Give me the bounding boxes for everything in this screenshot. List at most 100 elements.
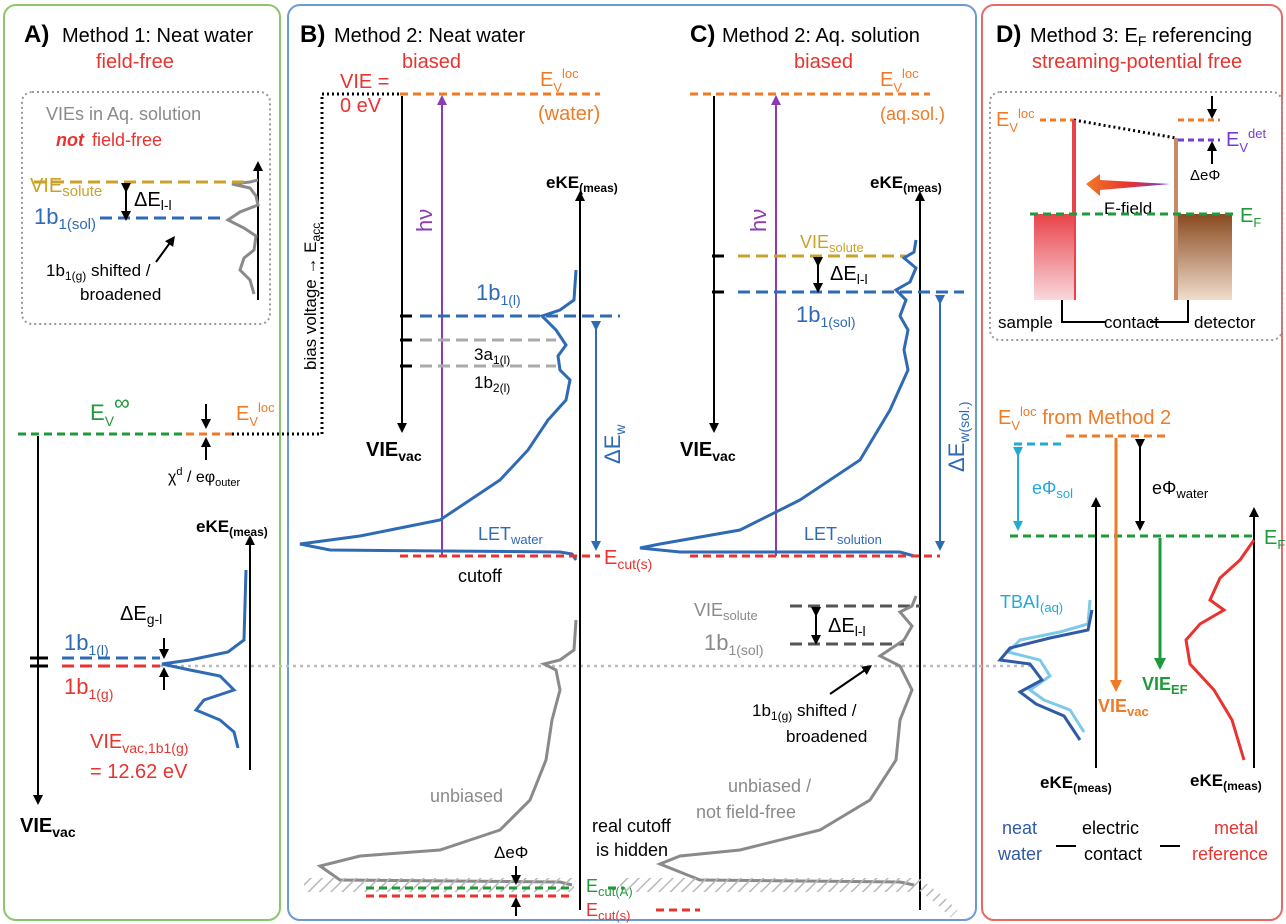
cutoff-b: cutoff [458, 566, 503, 586]
unbiased-c1: unbiased / [728, 776, 811, 796]
electric-label-2: contact [1084, 844, 1142, 864]
real-cutoff: real cutoff [592, 816, 672, 836]
dew-b: ΔEw [600, 424, 628, 464]
hv-b: hν [412, 209, 437, 232]
metal-spectrum [1184, 539, 1256, 761]
eke-d2: eKE(meas) [1190, 771, 1262, 793]
ev-inf-label: EV∞ [90, 390, 130, 429]
panel-a: A) Method 1: Neat water field-free VIEs … [18, 21, 1030, 840]
inset-broadened: broadened [80, 285, 161, 304]
1b1g-a: 1b1(g) [64, 674, 113, 702]
vie-val-eq: = 12.62 eV [90, 761, 188, 783]
eke-b: eKE(meas) [546, 173, 618, 195]
unbiased-b: unbiased [430, 786, 503, 806]
panel-a-subtitle: field-free [96, 51, 174, 73]
inset-1b1g-shifted: 1b1(g) shifted / [46, 261, 151, 283]
de-gl: ΔEg-l [120, 603, 162, 627]
ev-aqsol: (aq.sol.) [880, 104, 945, 124]
ecut-s2: Ecut(s) [586, 900, 631, 923]
detector-label: detector [1194, 313, 1256, 332]
chi-label: χd / eφouter [168, 466, 241, 489]
neat-label-1: neat [1002, 818, 1037, 838]
de-ll-c2: ΔEl-l [828, 615, 866, 639]
panel-c-title: Method 2: Aq. solution [722, 25, 920, 47]
contact-label: contact [1104, 313, 1159, 332]
ev-water: (water) [538, 103, 600, 125]
ev-loc-c: EVloc [880, 66, 919, 95]
panel-b-subtitle: biased [402, 51, 461, 73]
panel-c-letter: C) [690, 21, 715, 48]
panel-d: D) Method 3: EF referencing streaming-po… [989, 21, 1285, 864]
1b2-b: 1b2(l) [474, 373, 510, 395]
ev-loc-d: EVloc [996, 106, 1035, 135]
panel-a-border [3, 4, 281, 921]
eke-c: eKE(meas) [870, 173, 942, 195]
metal-label-1: metal [1214, 818, 1258, 838]
vie0-a: VIE = [340, 71, 389, 93]
metal-label-2: reference [1192, 844, 1268, 864]
ecut-s-b: Ecut(s) [604, 547, 652, 572]
inset-title: VIEs in Aq. solution [46, 104, 201, 124]
panel-b: B) Method 2: Neat water biased VIE = 0 e… [299, 21, 700, 923]
broadened-c: broadened [786, 727, 867, 746]
inset-vie-solute: VIEsolute [30, 175, 102, 200]
panel-a-letter: A) [24, 21, 49, 48]
1b1l-a: 1b1(l) [64, 630, 109, 658]
tbai-spectrum [1005, 599, 1092, 733]
inset-1b1-sol: 1b1(sol) [34, 204, 96, 233]
panel-c: C) Method 2: Aq. solution biased EVloc (… [620, 21, 972, 918]
panel-d-border [981, 4, 1283, 921]
vie-vac-d: VIEvac [1098, 696, 1149, 719]
panel-c-unbiased [655, 595, 918, 887]
let-water: LETwater [478, 524, 543, 547]
panel-a-title: Method 1: Neat water [62, 25, 254, 47]
ev-method2: EVloc from Method 2 [998, 404, 1171, 433]
3a1-b: 3a1(l) [474, 345, 510, 367]
ef-d2: EF [1264, 527, 1285, 552]
panel-a-inset [21, 91, 271, 325]
panel-b-unbiased [316, 619, 578, 887]
is-hidden: is hidden [596, 840, 668, 860]
ef-d: EF [1240, 205, 1261, 230]
panel-d-letter: D) [996, 21, 1021, 48]
unbiased-c2: not field-free [696, 802, 796, 822]
panel-b-title: Method 2: Neat water [334, 25, 526, 47]
electric-label-1: electric [1082, 818, 1139, 838]
detector-block [1178, 214, 1232, 300]
sample-block [1034, 214, 1074, 300]
eke-d1: eKE(meas) [1040, 773, 1112, 795]
dephi-d: ΔeΦ [1190, 167, 1220, 184]
ev-loc-b: EVloc [540, 66, 579, 95]
vie-vac-b: VIEvac [366, 439, 422, 464]
inset-field-free: field-free [92, 130, 162, 150]
vie0-b: 0 eV [340, 95, 382, 117]
vie-ef: VIEEF [1142, 674, 1188, 697]
inset-a-spectrum [225, 178, 260, 295]
panel-b-letter: B) [300, 21, 325, 48]
eke-a: eKE(meas) [196, 517, 268, 539]
inset-not: not [56, 130, 85, 150]
1b1-sol-c: 1b1(sol) [796, 302, 856, 330]
1b1g-c: 1b1(g) shifted / [752, 701, 857, 723]
vie-solute-c: VIEsolute [800, 232, 864, 255]
inset-de-ll: ΔEl-l [134, 189, 172, 213]
vie-val-label: VIEvac,1b1(g) [90, 731, 188, 756]
panel-d-title: Method 3: EF referencing [1030, 25, 1252, 49]
ephi-sol: eΦsol [1032, 478, 1073, 501]
panel-d-subtitle: streaming-potential free [1032, 51, 1242, 73]
dephi-b: ΔeΦ [494, 843, 528, 862]
tbai-label: TBAI(aq) [1000, 592, 1063, 615]
vie-solute-c2: VIEsolute [694, 600, 758, 623]
neat-label-2: water [997, 844, 1042, 864]
neat-water-spectrum [997, 609, 1094, 741]
panel-c-subtitle: biased [794, 51, 853, 73]
hv-c: hν [746, 209, 771, 232]
1b1-sol-c2: 1b1(sol) [704, 630, 764, 658]
panel-c-spectrum [639, 239, 918, 558]
sample-label: sample [998, 313, 1053, 332]
bias-label: bias voltage → Eacc [301, 223, 323, 370]
vie-vac-a: VIEvac [20, 815, 76, 840]
vie-vac-c: VIEvac [680, 439, 736, 464]
de-ll-c: ΔEl-l [830, 263, 868, 287]
